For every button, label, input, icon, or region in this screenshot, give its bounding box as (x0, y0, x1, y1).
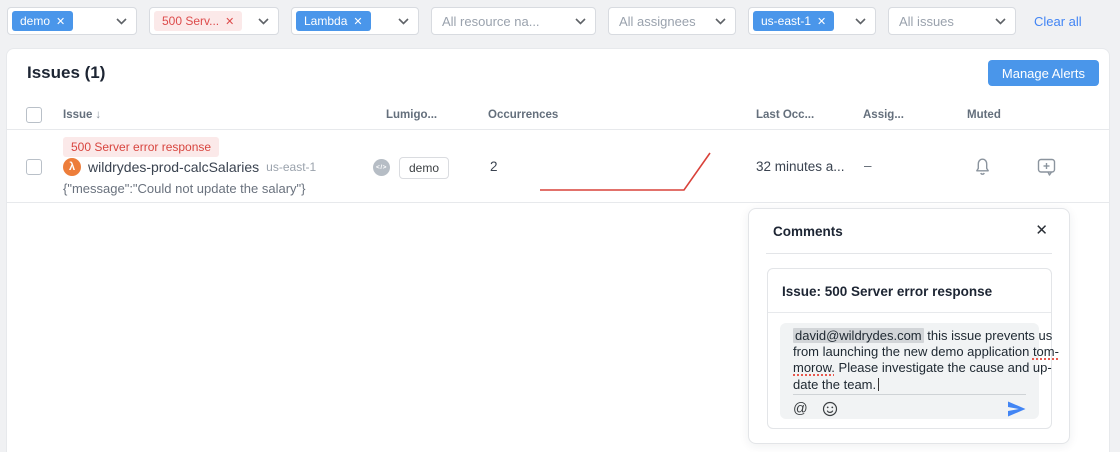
filter-service-type[interactable]: Lambda ✕ (291, 7, 419, 35)
text-cursor (878, 377, 880, 391)
occurrences-count: 2 (490, 159, 498, 174)
filter-environment[interactable]: demo ✕ (7, 7, 137, 35)
column-header-lumigo[interactable]: Lumigo... (386, 109, 438, 121)
last-occurrence: 32 minutes a... (756, 159, 845, 174)
filter-chip-demo[interactable]: demo ✕ (12, 11, 74, 31)
sparkline-line (540, 152, 711, 191)
comment-editor[interactable]: david@wildrydes.com this issue prevents … (780, 323, 1059, 419)
select-all-checkbox[interactable] (26, 107, 42, 123)
page-title: Issues (1) (27, 63, 106, 82)
chevron-down-icon (258, 17, 269, 25)
misspelled-word: tom- (1032, 344, 1059, 360)
filter-issues[interactable]: All issues (888, 7, 1016, 35)
mention-icon[interactable]: @ (793, 400, 808, 417)
column-header-last-occurrence[interactable]: Last Occ... (756, 109, 815, 121)
assignee-value: – (864, 158, 872, 173)
remove-filter-icon[interactable]: ✕ (353, 15, 363, 28)
filter-assignees[interactable]: All assignees (608, 7, 736, 35)
table-header: Issue ↓ Lumigo... Occurrences Last Occ...… (7, 101, 1109, 130)
issue-type-badge[interactable]: 500 Server error response (63, 137, 220, 157)
chip-label: demo (20, 14, 51, 28)
chevron-down-icon (116, 17, 127, 25)
close-icon[interactable]: ✕ (1035, 222, 1048, 239)
filter-region[interactable]: us-east-1 ✕ (748, 7, 876, 35)
filter-chip-500-server[interactable]: 500 Serv... ✕ (154, 11, 243, 31)
clear-all-link[interactable]: Clear all (1034, 13, 1082, 29)
chevron-down-icon (398, 17, 409, 25)
panel-divider (766, 253, 1052, 254)
chip-label: Lambda (304, 14, 348, 28)
editor-underline (793, 393, 1026, 395)
filter-placeholder: All assignees (619, 13, 696, 29)
chevron-down-icon (995, 17, 1006, 25)
column-header-muted[interactable]: Muted (967, 109, 1001, 121)
chevron-down-icon (855, 17, 866, 25)
filter-bar: demo ✕ 500 Serv... ✕ Lambda ✕ All resour… (7, 7, 1082, 35)
column-header-occurrences[interactable]: Occurrences (488, 109, 559, 121)
remove-filter-icon[interactable]: ✕ (817, 15, 827, 28)
chip-label: us-east-1 (761, 14, 812, 28)
mute-bell-icon[interactable] (974, 157, 991, 177)
mention-chip[interactable]: david@wildrydes.com (793, 328, 924, 343)
misspelled-word: morow. (793, 360, 835, 376)
comment-thread-card: Issue: 500 Server error response david@w… (767, 268, 1059, 429)
code-icon: </> (373, 159, 390, 176)
comments-title: Comments (773, 224, 843, 239)
send-icon[interactable] (1007, 401, 1026, 417)
row-checkbox[interactable] (26, 159, 42, 175)
filter-chip-us-east-1[interactable]: us-east-1 ✕ (753, 11, 835, 31)
comments-panel: Comments ✕ Issue: 500 Server error respo… (748, 208, 1070, 444)
aws-lambda-icon: λ (63, 158, 81, 176)
filter-chip-lambda[interactable]: Lambda ✕ (296, 11, 371, 31)
emoji-icon[interactable] (822, 401, 838, 417)
chevron-down-icon (715, 17, 726, 25)
add-comment-icon[interactable] (1037, 158, 1056, 176)
filter-issue-type[interactable]: 500 Serv... ✕ (149, 7, 279, 35)
issue-message: {"message":"Could not update the salary"… (63, 181, 306, 196)
comment-issue-title: Issue: 500 Server error response (768, 269, 1051, 313)
table-row[interactable]: 500 Server error response λ wildrydes-pr… (7, 130, 1109, 203)
resource-name[interactable]: wildrydes-prod-calcSalaries (88, 159, 260, 175)
manage-alerts-button[interactable]: Manage Alerts (987, 60, 1099, 86)
editor-toolbar: @ (793, 401, 1026, 417)
occurrences-sparkline (540, 152, 711, 191)
resource-line: λ wildrydes-prod-calcSalaries us-east-1 (63, 158, 316, 176)
lumigo-tag-demo[interactable]: demo (399, 157, 450, 179)
filter-placeholder: All resource na... (442, 13, 540, 29)
column-header-assignee[interactable]: Assig... (863, 109, 904, 121)
card-header: Issues (1) Manage Alerts (7, 49, 1109, 101)
comment-text: david@wildrydes.com this issue prevents … (793, 328, 1059, 392)
sort-desc-icon[interactable]: ↓ (95, 109, 102, 121)
column-header-issue[interactable]: Issue ↓ (63, 109, 102, 121)
filter-resource-name[interactable]: All resource na... (431, 7, 596, 35)
chevron-down-icon (575, 17, 586, 25)
chip-label: 500 Serv... (162, 14, 220, 28)
filter-placeholder: All issues (899, 13, 954, 29)
remove-filter-icon[interactable]: ✕ (56, 15, 66, 28)
remove-filter-icon[interactable]: ✕ (225, 15, 235, 28)
resource-region: us-east-1 (266, 160, 317, 174)
